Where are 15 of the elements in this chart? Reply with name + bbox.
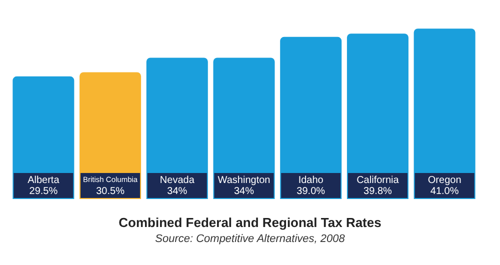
x-tick-label: Washington (218, 174, 270, 186)
data-label: 39.8% (364, 186, 392, 197)
x-tick-label: California (356, 174, 400, 186)
x-tick-label: Alberta (28, 174, 60, 186)
x-tick-label: Oregon (428, 174, 462, 186)
data-label: 39.0% (296, 186, 326, 197)
x-tick-label: Nevada (160, 174, 195, 186)
data-label: 34% (234, 186, 254, 197)
data-label: 34% (167, 186, 188, 197)
text: Combined Federal and Regional Tax Rates (118, 215, 382, 230)
data-label: 30.5% (96, 186, 125, 197)
data-label: 41.0% (430, 186, 459, 197)
data-label: 29.5% (29, 186, 58, 197)
x-tick-label: Idaho (298, 174, 324, 186)
source-note: Source: Competitive Alternatives, 2008 (154, 233, 346, 245)
